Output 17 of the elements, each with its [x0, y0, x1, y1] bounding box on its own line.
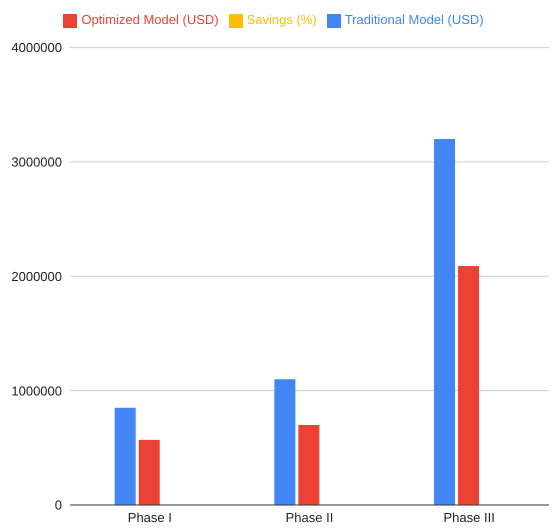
bar [138, 440, 160, 505]
legend-label: Traditional Model (USD) [344, 12, 484, 27]
x-tick-label: Phase I [128, 510, 172, 526]
bar [114, 408, 136, 505]
bar [458, 266, 480, 505]
y-tick-label: 4000000 [11, 40, 62, 56]
bar [434, 139, 456, 505]
legend-label: Savings (%) [246, 12, 317, 27]
x-tick-label: Phase III [444, 510, 495, 526]
y-tick-label: 0 [54, 498, 62, 513]
x-tick-label: Phase II [286, 510, 334, 526]
legend-label: Optimized Model (USD) [81, 12, 219, 27]
bar [298, 424, 320, 505]
y-tick-label: 2000000 [11, 268, 62, 284]
y-tick-label: 3000000 [11, 154, 62, 170]
y-tick-label: 1000000 [11, 383, 62, 398]
bar [274, 379, 296, 505]
